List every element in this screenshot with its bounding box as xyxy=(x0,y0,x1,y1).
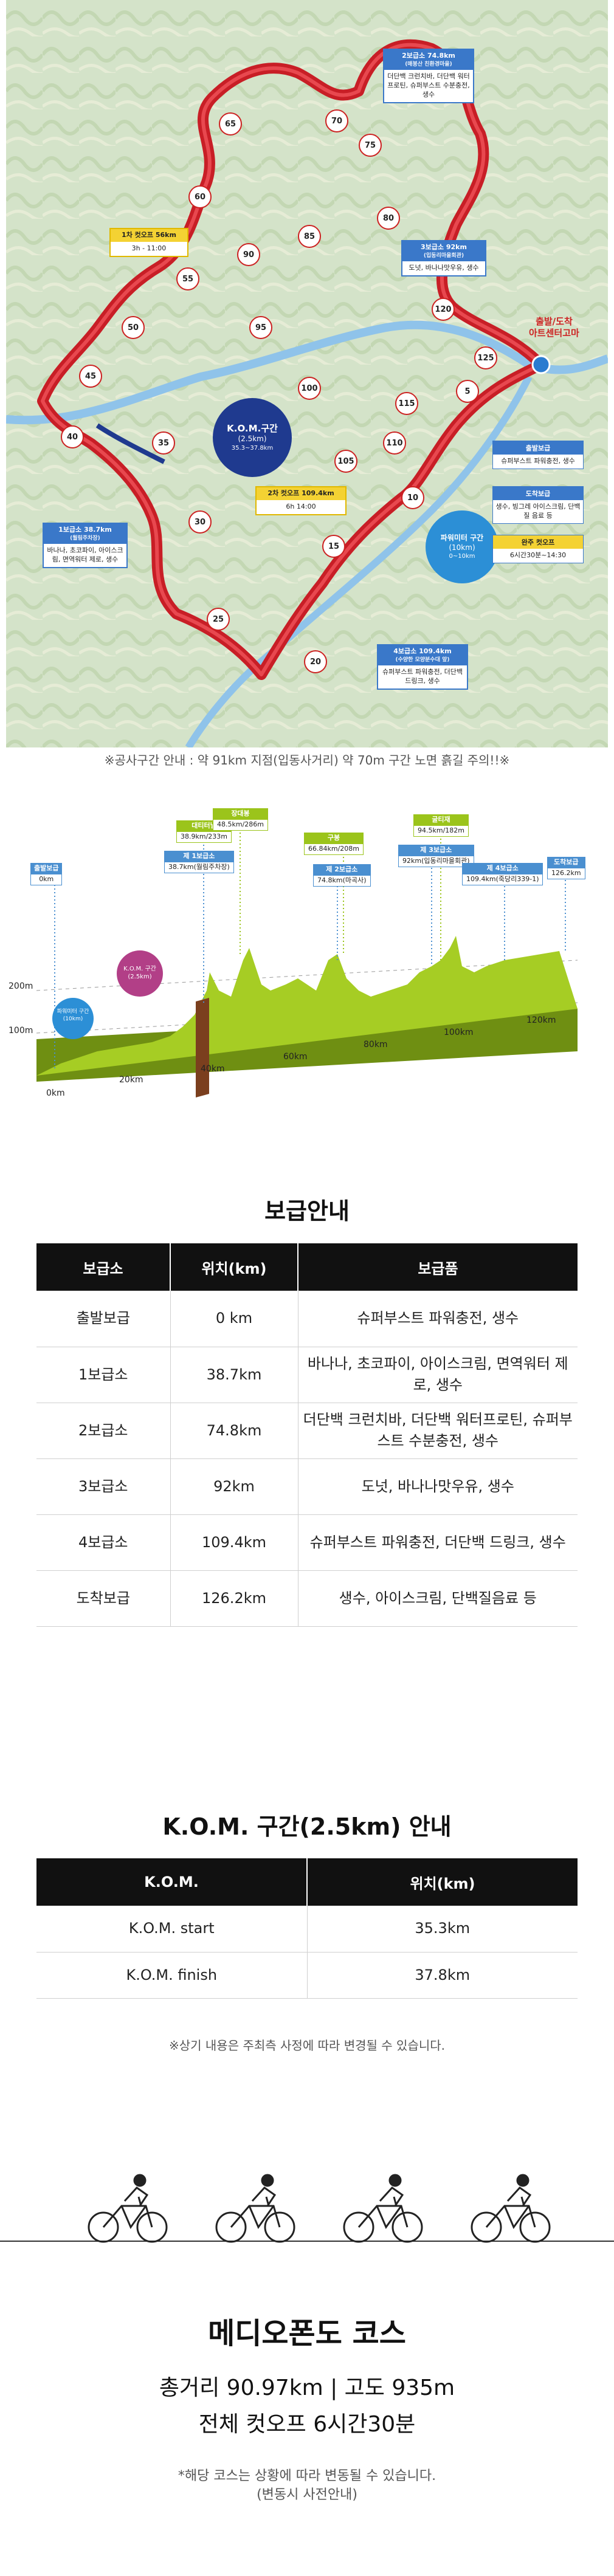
x-label: 20km xyxy=(119,1075,143,1085)
column-header: 보급소 xyxy=(36,1243,171,1291)
column-header: 위치(km) xyxy=(307,1858,578,1906)
km-marker: 60 xyxy=(188,185,212,208)
km-marker: 120 xyxy=(432,298,455,321)
km-marker: 125 xyxy=(474,346,497,369)
kom-title: K.O.M. 구간(2.5km) 안내 xyxy=(162,1813,452,1840)
table-row: 2보급소 74.8km 더단백 크런치바, 더단백 워터프로틴, 슈퍼부스트 수분충… xyxy=(36,1403,578,1459)
table-header-row: K.O.M. 위치(km) xyxy=(36,1858,578,1906)
tag-supply2: 제 2보급소 74.8km(마곡사) xyxy=(313,864,371,887)
supply-title: 보급안내 xyxy=(264,1198,350,1224)
tag-finish: 도착보급 126.2km xyxy=(547,857,585,879)
cutoff1-callout: 1차 컷오프 56km 3h - 11:00 xyxy=(109,228,188,257)
x-label: 0km xyxy=(46,1088,65,1098)
km-marker: 90 xyxy=(237,243,260,266)
table-row: 4보급소 109.4km 슈퍼부스트 파워충전, 더단백 드링크, 생수 xyxy=(36,1514,578,1571)
supply-table: 보급소 위치(km) 보급품 출발보급 0 km 슈퍼부스트 파워충전, 생수 1보… xyxy=(36,1243,578,1627)
km-marker: 110 xyxy=(383,431,406,455)
table-row: 도착보급 126.2km 생수, 아이스크림, 단백질음료 등 xyxy=(36,1570,578,1627)
column-header: K.O.M. xyxy=(36,1858,308,1906)
table-row: 출발보급 0 km 슈퍼부스트 파워충전, 생수 xyxy=(36,1291,578,1347)
tag-kom: K.O.M. 구간 (2.5km) xyxy=(123,966,156,980)
power-meter-circle: 파워미터 구간 (10km) 0~10km xyxy=(426,510,498,583)
elev-profile-shape xyxy=(36,936,578,1076)
tunnel-bar xyxy=(196,998,209,1097)
km-marker: 40 xyxy=(61,425,84,448)
km-marker: 85 xyxy=(298,225,321,248)
elevation-profile: 200m 100m 0km 20km 40km 60km 80km 100km … xyxy=(0,808,614,1124)
km-marker: 25 xyxy=(207,608,230,631)
tag-peak2: 구봉 66.84km/208m xyxy=(304,833,364,855)
km-marker: 105 xyxy=(334,450,357,473)
km-marker: 95 xyxy=(249,316,272,339)
kom-circle: K.O.M.구간 (2.5km) 35.3~37.8km xyxy=(213,398,292,477)
elevation-canvas xyxy=(36,833,578,1097)
column-header: 위치(km) xyxy=(170,1243,298,1291)
tag-peak3: 굴티재 94.5km/182m xyxy=(413,814,469,837)
km-marker: 70 xyxy=(325,109,348,132)
km-marker: 30 xyxy=(188,510,212,534)
y-label-100: 100m xyxy=(9,1026,33,1036)
tag-peak1: 장대봉 48.5km/286m xyxy=(213,808,268,831)
start-finish-label: 출발/도착 아트센터고마 xyxy=(529,316,579,338)
right-box-cutoff: 완주 컷오프 6시간30분~14:30 xyxy=(492,535,584,563)
x-label: 60km xyxy=(283,1052,308,1062)
right-box-finish: 도착보급 생수, 빙그레 아이스크림, 단백질 음료 등 xyxy=(492,486,584,524)
cutoff2-callout: 2차 컷오프 109.4km 6h 14:00 xyxy=(255,486,347,515)
km-marker: 15 xyxy=(322,535,345,558)
river-branch xyxy=(185,375,533,747)
km-marker: 115 xyxy=(395,392,418,415)
supply2-callout: 2보급소 74.8km (매봉산 친환경마을) 더단백 크런치바, 더단백 워터프… xyxy=(383,49,474,103)
x-label: 100km xyxy=(444,1028,474,1037)
km-marker: 100 xyxy=(298,377,321,400)
column-header: 보급품 xyxy=(298,1243,578,1291)
supply4-callout: 4보급소 109.4km (수양한 모양분수대 앞) 슈퍼부스트 파워충전, 더단… xyxy=(377,644,468,690)
cyclists-illustration xyxy=(0,2174,614,2243)
course-cutoff: 전체 컷오프 6시간30분 xyxy=(198,2412,416,2437)
km-marker: 75 xyxy=(359,134,382,157)
tag-supply1: 제 1보급소 38.7km(월림주차장) xyxy=(164,851,234,873)
table-row: 1보급소 38.7km 바나나, 초코파이, 아이스크림, 면역워터 제로, 생수 xyxy=(36,1347,578,1403)
km-marker: 80 xyxy=(377,207,400,230)
kom-circle-elev xyxy=(117,950,163,997)
elev-base xyxy=(36,1009,578,1082)
km-marker: 65 xyxy=(219,112,242,136)
construction-notice: ※공사구간 안내 : 약 91km 지점(입동사거리) 약 70m 구간 노면 … xyxy=(104,753,510,768)
tag-supply4: 제 4보급소 109.4km(죽당리339-1) xyxy=(462,863,543,885)
course-title: 메디오폰도 코스 xyxy=(208,2317,406,2351)
supply1-callout: 1보급소 38.7km (월림주차장) 바나나, 초코파이, 아이스크림, 면역워… xyxy=(43,523,128,568)
kom-table: K.O.M. 위치(km) K.O.M. start 35.3km K.O.M. … xyxy=(36,1858,578,1999)
tag-supply3: 제 3보급소 92km(입동리마을회관) xyxy=(398,845,474,867)
km-marker: 20 xyxy=(304,650,327,673)
x-label: 120km xyxy=(526,1015,556,1025)
table-row: K.O.M. start 35.3km xyxy=(36,1906,578,1953)
supply3-callout: 3보급소 92km (입동리마을회관) 도넛, 바나나맛우유, 생수 xyxy=(401,240,486,276)
km-marker: 5 xyxy=(456,380,479,403)
map-canvas xyxy=(6,0,608,747)
tag-start: 출발보급 0km xyxy=(30,863,63,885)
start-marker xyxy=(531,355,551,374)
y-label-200: 200m xyxy=(9,981,33,991)
x-label: 80km xyxy=(364,1040,388,1049)
kom-segment xyxy=(95,423,165,464)
course-distance: 총거리 90.97km | 고도 935m xyxy=(159,2375,455,2400)
x-label: 40km xyxy=(201,1064,225,1074)
right-box-start: 출발보급 슈퍼부스트 파워충전, 생수 xyxy=(492,441,584,469)
course-map: 70 65 75 80 60 85 90 55 95 50 120 45 100… xyxy=(6,0,608,747)
km-marker: 45 xyxy=(79,365,102,388)
table-header-row: 보급소 위치(km) 보급품 xyxy=(36,1243,578,1291)
kom-note: ※상기 내용은 주최측 사정에 따라 변경될 수 있습니다. xyxy=(168,2038,446,2053)
table-row: K.O.M. finish 37.8km xyxy=(36,1952,578,1999)
km-marker: 50 xyxy=(122,316,145,339)
km-marker: 55 xyxy=(176,267,199,290)
table-row: 3보급소 92km 도넛, 바나나맛우유, 생수 xyxy=(36,1458,578,1515)
course-note: *해당 코스는 상황에 따라 변동될 수 있습니다. (변동시 사전안내) xyxy=(178,2468,436,2502)
tag-power: 파워미터 구간 (10km) xyxy=(57,1009,89,1022)
power-circle-elev xyxy=(52,998,94,1039)
km-marker: 10 xyxy=(401,486,424,509)
km-marker: 35 xyxy=(152,431,175,455)
